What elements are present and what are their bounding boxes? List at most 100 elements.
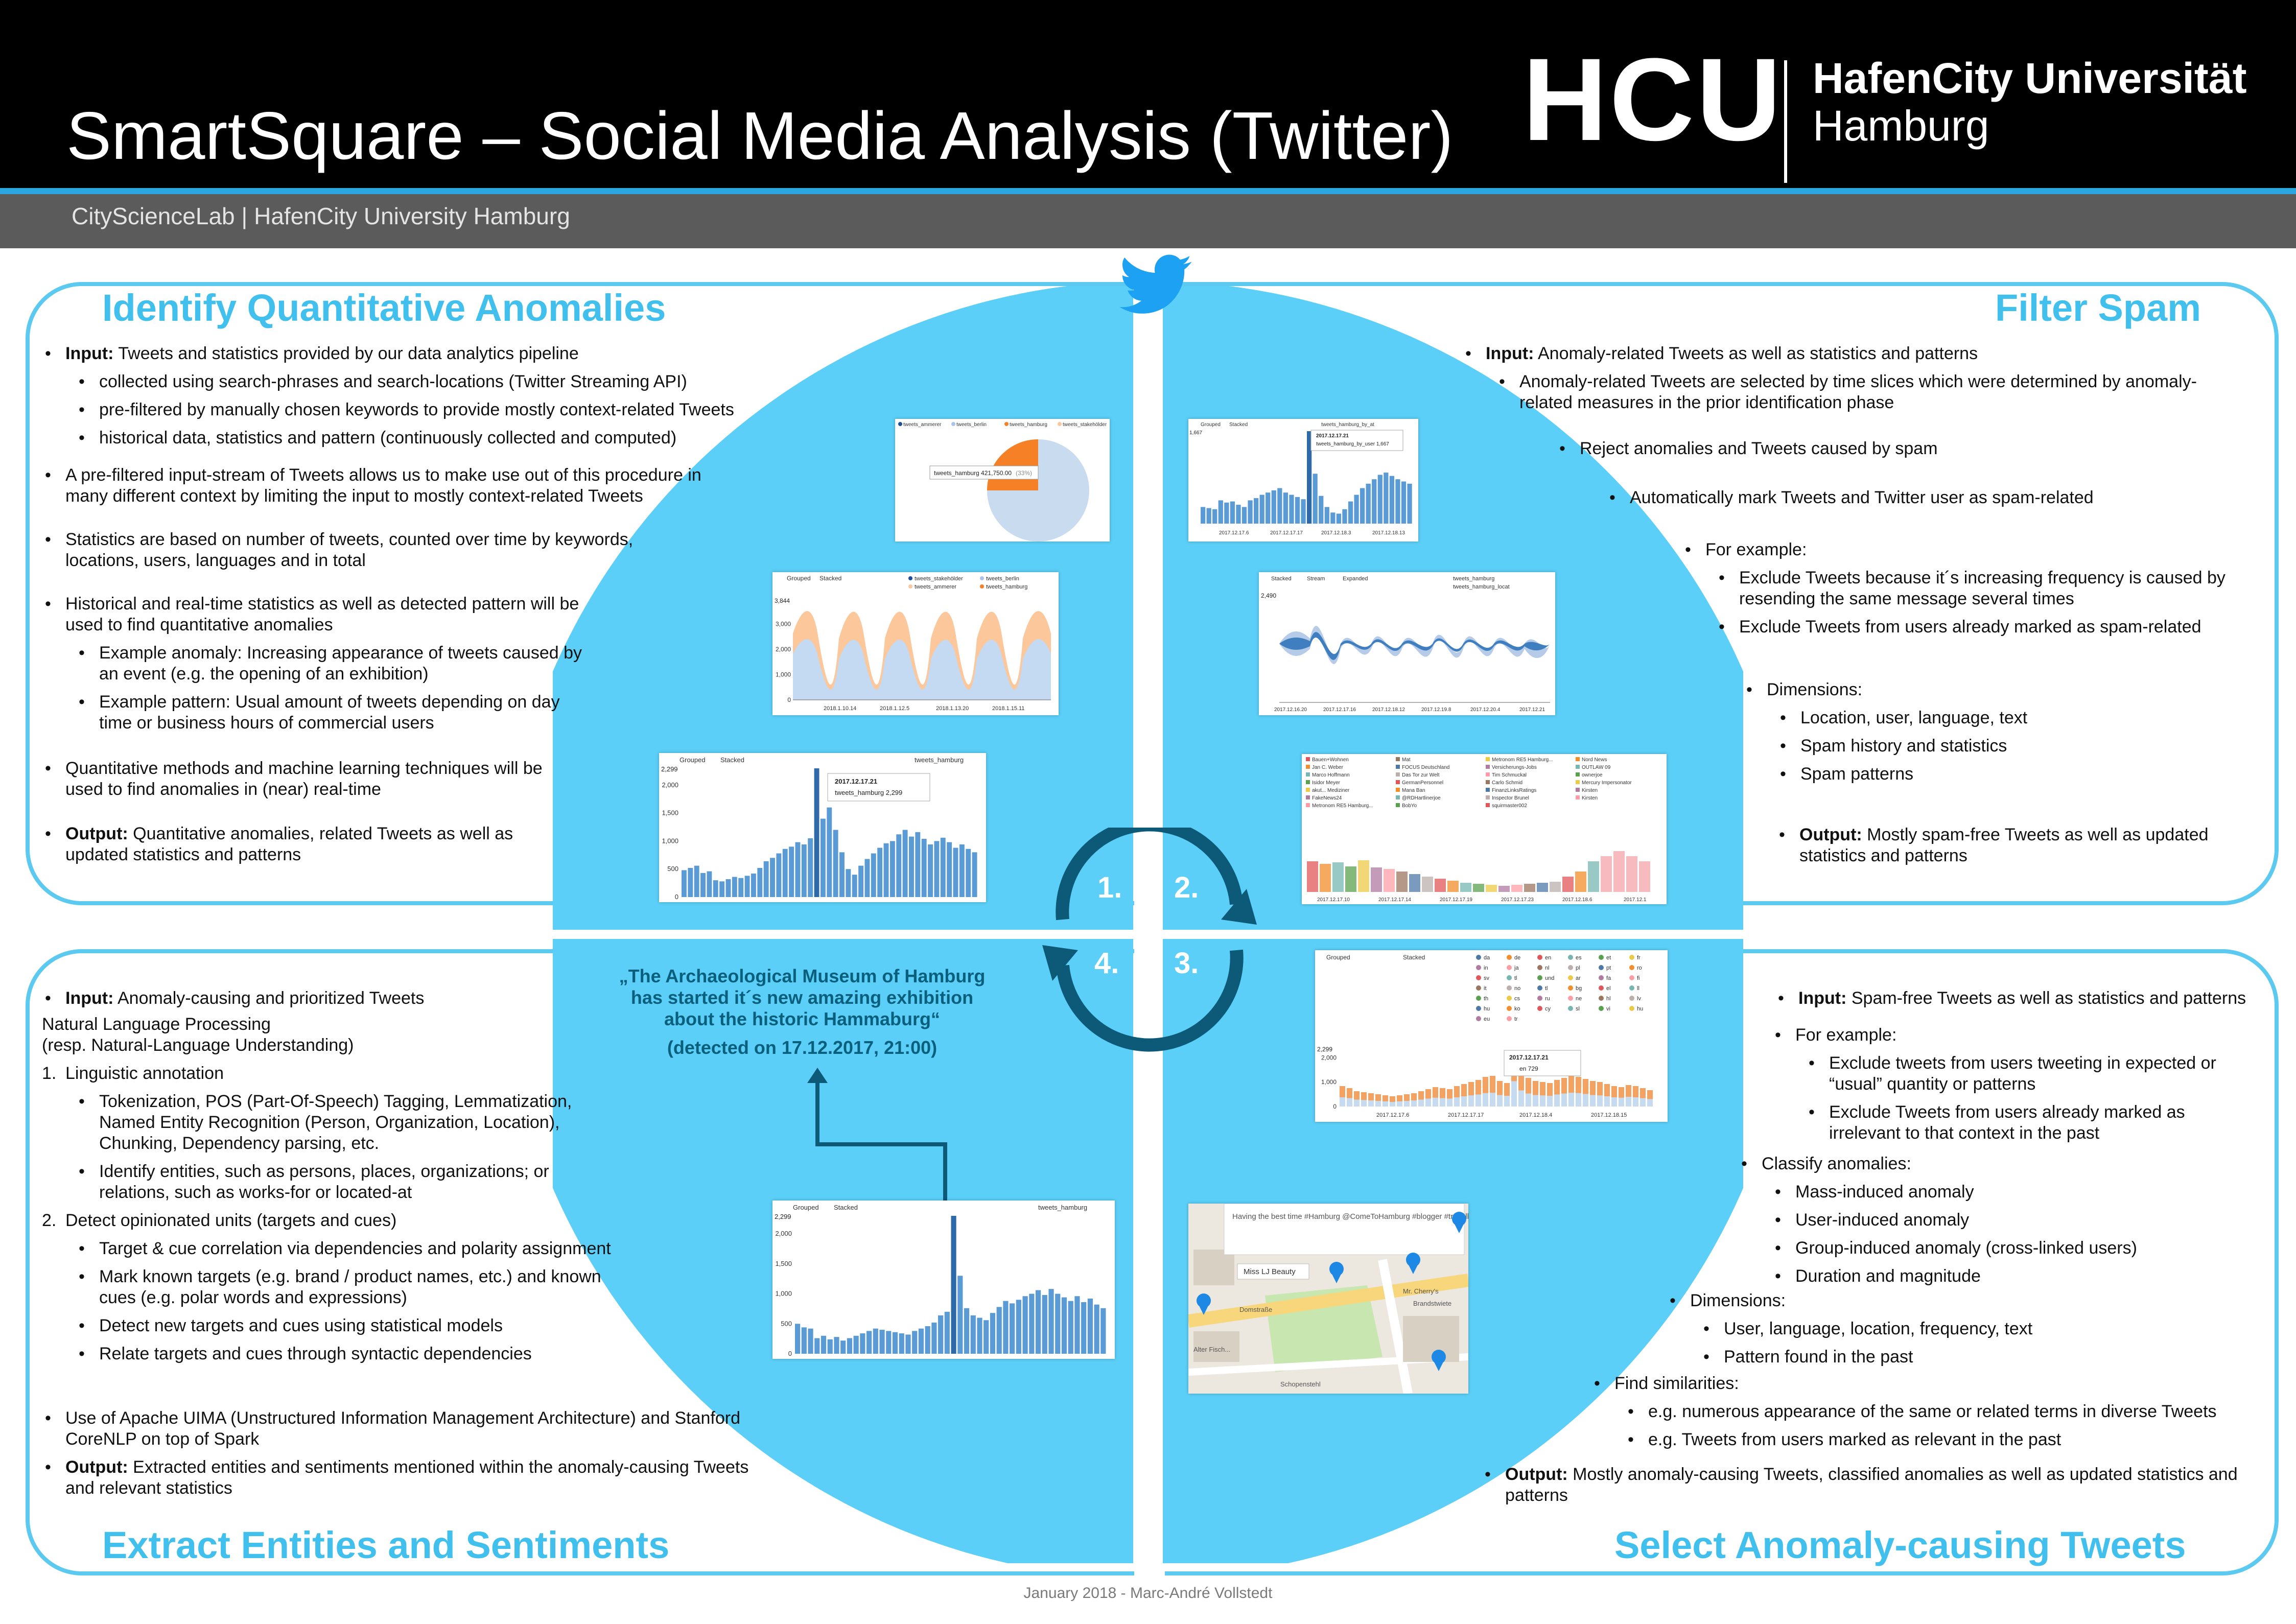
bar [1422,877,1433,892]
x-axis-ticks: 2017.12.17.10 2017.12.17.14 2017.12.17.19 2… [1317,897,1647,903]
list-item: Automatically mark Tweets and Twitter us… [1606,487,2270,508]
map-pin-icon [1197,1293,1211,1315]
legend-swatch [1396,795,1400,799]
legend-swatch [1396,757,1400,761]
bar [1342,509,1347,524]
legend-swatch [1396,803,1400,807]
bar [902,830,908,897]
list-item: e.g. numerous appearance of the same or … [1591,1401,2265,1422]
y-axis-max: 2,299 [775,1213,791,1220]
legend-label: ll [1637,985,1639,992]
q3-text-2: For example: Exclude tweets from users t… [1772,1025,2242,1151]
map-pin-icon [1406,1253,1420,1274]
legend-swatch [1306,803,1310,807]
bar [1407,483,1412,524]
map-street-label: Mr. Cherry's [1403,1287,1439,1295]
legend-swatch [1486,765,1490,769]
q4-text: Input: Anomaly-causing and prioritized T… [42,988,614,1372]
bar [1518,1090,1524,1107]
legend-label: da [1484,955,1490,961]
bar [905,1334,911,1354]
legend-label: fa [1606,975,1611,981]
bar [860,1333,865,1354]
legend-label: FakeNews24 [1312,795,1342,801]
bar [1348,501,1353,524]
bar [879,1330,885,1354]
legend-swatch [1537,975,1542,980]
pie-tooltip [929,465,1039,480]
legend-swatch [1537,996,1542,1001]
legend-label: pt [1606,965,1611,971]
bar [959,844,965,897]
bar [909,836,914,897]
bar-series [795,1216,1106,1354]
map-user-label [1237,1263,1309,1280]
q1-text-2: A pre-filtered input-stream of Tweets al… [42,465,706,514]
legend-swatch [1306,765,1310,769]
map-street-label: Alter Fisch... [1193,1346,1230,1353]
legend-swatch [980,584,984,589]
bar [1590,1095,1596,1107]
legend-label: lv [1637,996,1641,1002]
legend-swatch [1568,955,1573,960]
bar [763,861,769,897]
cycle-arrow-top [1056,828,1243,921]
x-tick-label: 2017.12.17.6 [1376,1112,1409,1118]
bar [1277,488,1282,524]
y-axis-ticks: 2,000 1,500 1,000 500 0 [662,781,678,901]
legend-label: Expanded [1343,576,1368,582]
step-1: 1. [1097,871,1122,904]
bar [1094,1304,1099,1354]
bar [1611,1086,1617,1097]
bar [1460,883,1471,892]
legend-label: OUTLAW 09 [1582,765,1611,770]
q3-output: Output: Mostly anomaly-causing Tweets, c… [1482,1464,2238,1513]
bar [899,1333,904,1354]
bar [808,838,813,897]
bar [1576,1077,1581,1093]
bar [827,807,832,897]
legend-label: en [1545,955,1551,961]
legend-swatch [1306,772,1310,776]
bar [953,848,958,897]
bar [1358,860,1369,892]
legend-label: Stacked [1271,576,1292,582]
bar [1418,1099,1424,1107]
legend-swatch [1568,1006,1573,1011]
bar [886,1331,892,1354]
legend-stacked: Stacked [720,756,744,764]
bar [852,875,857,897]
legend-swatch [1568,965,1573,970]
list-item: User-induced anomaly [1738,1210,2249,1231]
x-tick-label: 2017.12.17.19 [1440,897,1472,903]
twitter-bird-icon [1119,254,1192,314]
legend-swatch [1396,780,1400,784]
logo-separator [1784,60,1787,183]
bar [1259,495,1264,524]
bar [1540,1095,1545,1107]
q2-text-3: Automatically mark Tweets and Twitter us… [1606,487,2270,515]
bar [1074,1296,1080,1354]
legend-swatch [1599,1006,1604,1011]
y-axis-max: 2,299 [661,765,678,773]
title-identify: Identify Quantitative Anomalies [102,287,666,329]
bar [814,1338,820,1354]
bar [1061,1297,1067,1354]
bar [1396,872,1408,892]
legend-stacked: Stacked [834,1204,858,1211]
legend-label: tweets_stakehölder [915,576,963,582]
area-blue [793,639,1051,700]
legend-swatch [1507,965,1512,970]
bar [1533,1095,1538,1107]
legend-grouped: Grouped [787,575,811,582]
bar [871,853,876,897]
q1-text-4: Historical and real-time statistics as w… [42,594,594,741]
bar [1626,1097,1631,1107]
legend-label: sl [1576,1006,1580,1012]
list-item: Tokenization, POS (Part-Of-Speech) Taggi… [42,1091,614,1154]
bar [853,1335,859,1354]
y-axis-max: 1,667 [1189,430,1202,436]
q1-text: Input: Tweets and statistics provided by… [42,343,767,456]
legend-label: tweets_berlin [986,576,1019,582]
list-item: Input: Anomaly-causing and prioritized T… [42,988,614,1009]
